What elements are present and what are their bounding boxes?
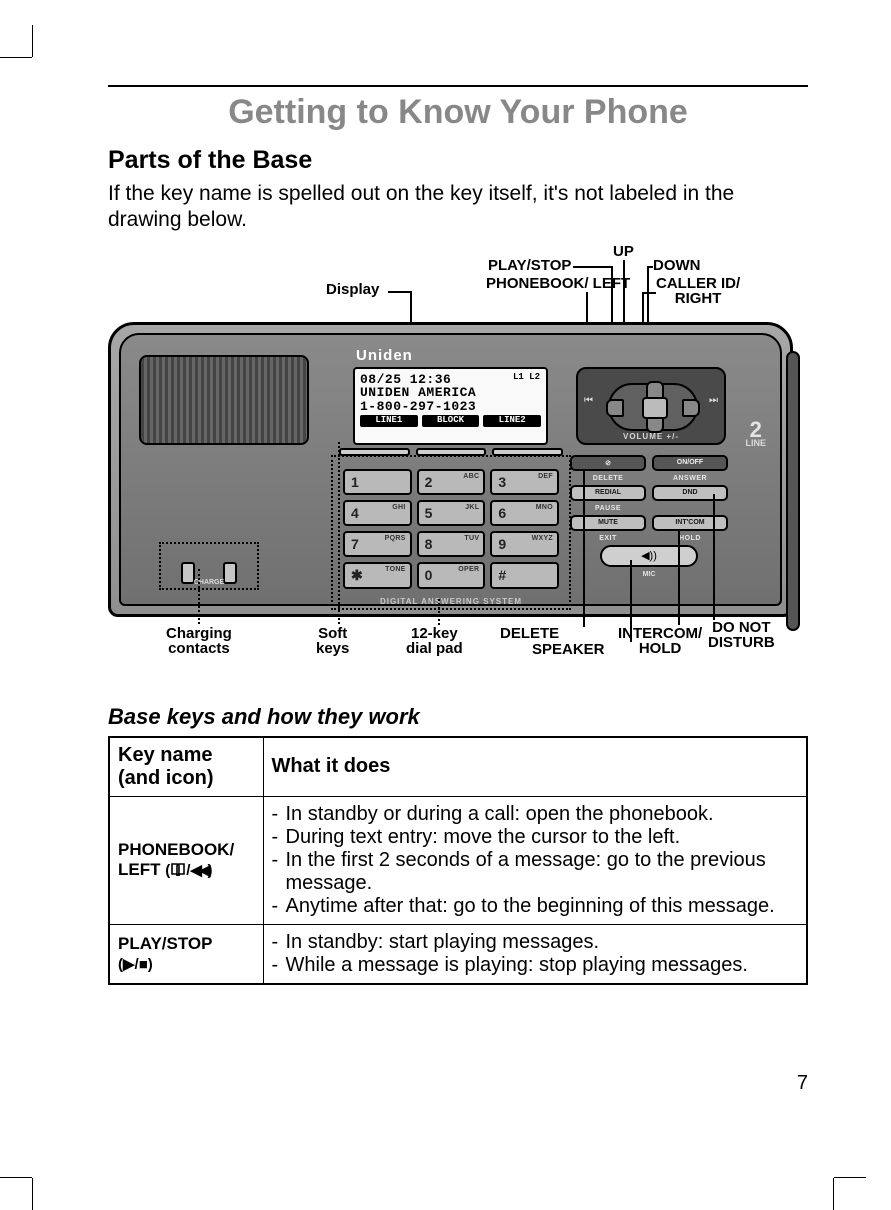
dialpad-key-0[interactable]: 0OPER xyxy=(417,562,486,588)
dialpad-key-✱[interactable]: ✱TONE xyxy=(343,562,412,588)
nav-right[interactable] xyxy=(682,399,700,417)
page-number: 7 xyxy=(797,1072,808,1095)
callout-speaker: SPEAKER xyxy=(532,642,605,658)
callout-down: DOWN xyxy=(653,258,701,274)
crop-mark xyxy=(834,1177,866,1178)
keydesc-phonebook-left: -In standby or during a call: open the p… xyxy=(263,796,807,924)
nav-play-stop[interactable] xyxy=(642,397,668,419)
callout-dialpad: 12-key dial pad xyxy=(406,626,463,658)
dialpad-key-7[interactable]: 7PQRS xyxy=(343,531,412,557)
section-body: If the key name is spelled out on the ke… xyxy=(108,181,808,234)
dialpad-key-2[interactable]: 2ABC xyxy=(417,469,486,495)
top-rule xyxy=(108,85,808,87)
callout-callerid-right: CALLER ID/ RIGHT xyxy=(656,276,740,308)
lcd-display: 08/25 12:36 UNIDEN AMERICA 1-800-297-102… xyxy=(353,367,548,445)
keydesc-play-stop: -In standby: start playing messages.-Whi… xyxy=(263,924,807,984)
nav-up[interactable] xyxy=(646,381,664,399)
btn-onoff[interactable]: ON/OFF xyxy=(652,455,728,471)
crop-mark xyxy=(32,25,33,57)
callout-intercom: INTERCOM/ HOLD xyxy=(618,626,702,658)
dialpad-key-3[interactable]: 3DEF xyxy=(490,469,559,495)
dialpad-key-4[interactable]: 4GHI xyxy=(343,500,412,526)
nav-left[interactable] xyxy=(606,399,624,417)
btn-redial[interactable]: REDIAL xyxy=(570,485,646,501)
btn-delete-msg[interactable]: ⊘ xyxy=(570,455,646,471)
speaker-grill xyxy=(139,355,309,445)
section-heading-parts: Parts of the Base xyxy=(108,146,808,175)
keys-table: Key name (and icon) What it does PHONEBO… xyxy=(108,736,808,985)
brand-label: Uniden xyxy=(356,347,413,364)
callout-phonebook-left: PHONEBOOK/ LEFT xyxy=(486,276,630,292)
page-title: Getting to Know Your Phone xyxy=(108,93,808,132)
callout-dnd: DO NOT DISTURB xyxy=(708,620,775,652)
phone-diagram: Display PLAY/STOP UP DOWN PHONEBOOK/ LEF… xyxy=(108,244,808,674)
btn-intercom[interactable]: INT'COM xyxy=(652,515,728,531)
dialpad-key-1[interactable]: 1 xyxy=(343,469,412,495)
crop-mark xyxy=(0,57,32,58)
callout-charging: Charging contacts xyxy=(166,626,232,658)
nav-pad: ⏮ ⏭ VOLUME +/- xyxy=(576,367,726,445)
section-heading-keys: Base keys and how they work xyxy=(108,704,808,730)
dialpad-key-9[interactable]: 9WXYZ xyxy=(490,531,559,557)
mic-label: MIC xyxy=(570,571,728,578)
crop-mark xyxy=(32,1178,33,1210)
table-header-keyname: Key name (and icon) xyxy=(109,737,263,797)
callout-playstop: PLAY/STOP xyxy=(488,258,571,274)
callout-softkeys: Soft keys xyxy=(316,626,349,658)
crop-mark xyxy=(833,1178,834,1210)
dialpad-key-#[interactable]: # xyxy=(490,562,559,588)
skip-fwd-icon: ⏭ xyxy=(709,395,718,406)
callout-delete: DELETE xyxy=(500,626,559,642)
keyname-phonebook-left: PHONEBOOK/ LEFT (/◀◀) xyxy=(109,796,263,924)
das-label: DIGITAL ANSWERING SYSTEM xyxy=(333,597,569,606)
function-buttons: ⊘ ON/OFF DELETEANSWER REDIAL DND PAUSE M… xyxy=(570,455,728,578)
table-row: PHONEBOOK/ LEFT (/◀◀) -In standby or dur… xyxy=(109,796,807,924)
table-header-whatitdoes: What it does xyxy=(263,737,807,797)
table-row: PLAY/STOP (▶/■) -In standby: start playi… xyxy=(109,924,807,984)
callout-up: UP xyxy=(613,244,634,260)
two-line-badge: 2 LINE xyxy=(745,420,766,448)
btn-mute[interactable]: MUTE xyxy=(570,515,646,531)
crop-mark xyxy=(0,1177,32,1178)
dialpad-key-5[interactable]: 5JKL xyxy=(417,500,486,526)
antenna xyxy=(786,351,800,631)
callout-display: Display xyxy=(326,282,379,298)
btn-dnd[interactable]: DND xyxy=(652,485,728,501)
volume-label: VOLUME +/- xyxy=(578,432,724,441)
dialpad-key-8[interactable]: 8TUV xyxy=(417,531,486,557)
keyname-play-stop: PLAY/STOP (▶/■) xyxy=(109,924,263,984)
charging-contacts: CHARGE xyxy=(159,542,259,590)
phone-base: Uniden 08/25 12:36 UNIDEN AMERICA 1-800-… xyxy=(108,322,793,617)
keypad-zone: 12ABC3DEF 4GHI5JKL6MNO 7PQRS8TUV9WXYZ ✱TONE… xyxy=(331,455,571,610)
dialpad-key-6[interactable]: 6MNO xyxy=(490,500,559,526)
skip-back-icon: ⏮ xyxy=(584,395,593,406)
btn-speaker[interactable]: ◀)) xyxy=(600,545,698,567)
